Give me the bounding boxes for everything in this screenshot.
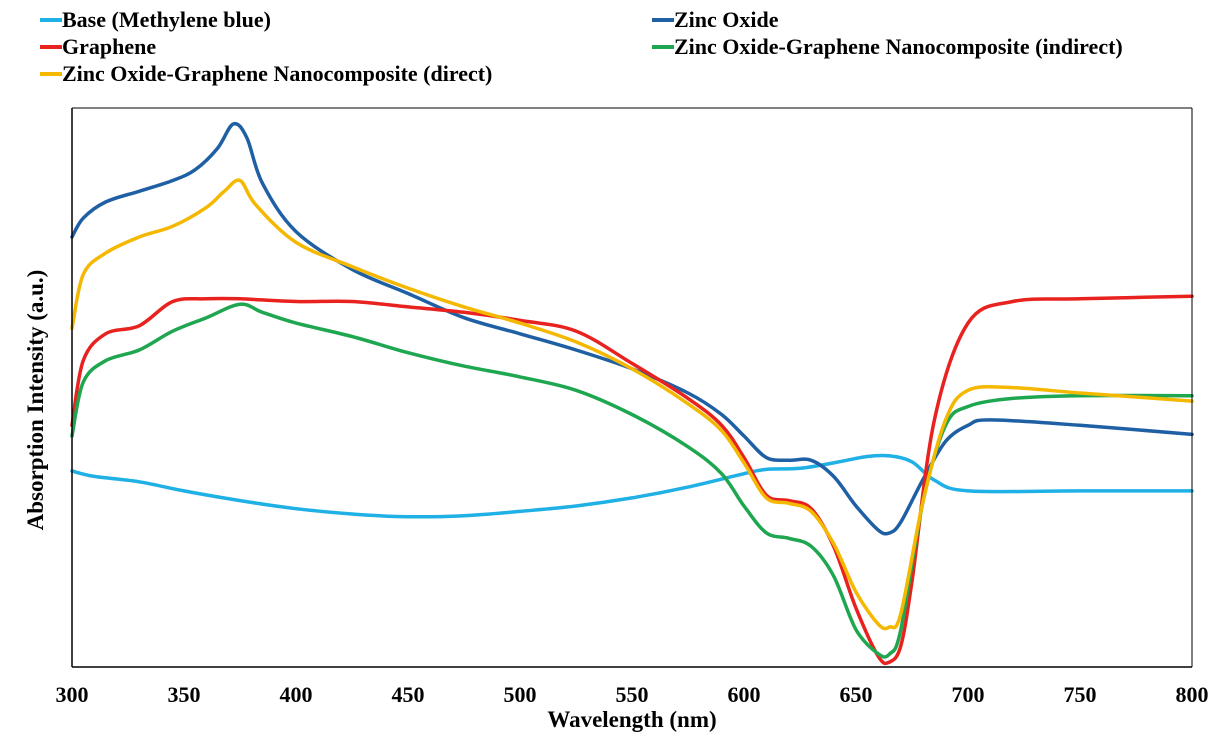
series-line-graphene [70,294,1194,666]
legend-label: Base (Methylene blue) [62,7,271,32]
legend-item: Zinc Oxide-Graphene Nanocomposite (direc… [40,61,492,86]
x-tick-label: 600 [728,682,761,707]
legend-label: Graphene [62,34,156,59]
x-tick-label: 500 [504,682,537,707]
series-line-base-methylene-blue [70,453,1194,519]
x-tick-label: 800 [1176,682,1208,707]
x-tick-label: 700 [952,682,985,707]
x-axis-label: Wavelength (nm) [547,707,716,732]
axes [71,107,1193,668]
legend-label: Zinc Oxide [674,7,779,32]
x-tick-label: 550 [616,682,649,707]
legend-label: Zinc Oxide-Graphene Nanocomposite (direc… [62,61,492,86]
x-tick-label: 650 [840,682,873,707]
series-line-zinc-oxide [70,121,1194,536]
legend-item: Graphene [40,34,156,59]
series-line-zinc-oxide-graphene-nanocomposite-direct [70,178,1194,631]
x-tick-label: 750 [1064,682,1097,707]
y-axis-label: Absorption Intensity (a.u.) [23,270,48,531]
legend-item: Base (Methylene blue) [40,7,271,32]
x-tick-label: 350 [168,682,201,707]
x-tick-label: 450 [392,682,425,707]
plot-lines [70,121,1194,666]
series-line-zinc-oxide-graphene-nanocomposite-indirect [70,302,1194,659]
x-tick-label: 400 [280,682,313,707]
legend-item: Zinc Oxide [652,7,779,32]
legend-item: Zinc Oxide-Graphene Nanocomposite (indir… [652,34,1123,59]
legend-label: Zinc Oxide-Graphene Nanocomposite (indir… [674,34,1123,59]
x-tick-labels: 300 350 400 450 500 550 600 650 700 750 800 [56,682,1208,707]
x-tick-label: 300 [56,682,89,707]
